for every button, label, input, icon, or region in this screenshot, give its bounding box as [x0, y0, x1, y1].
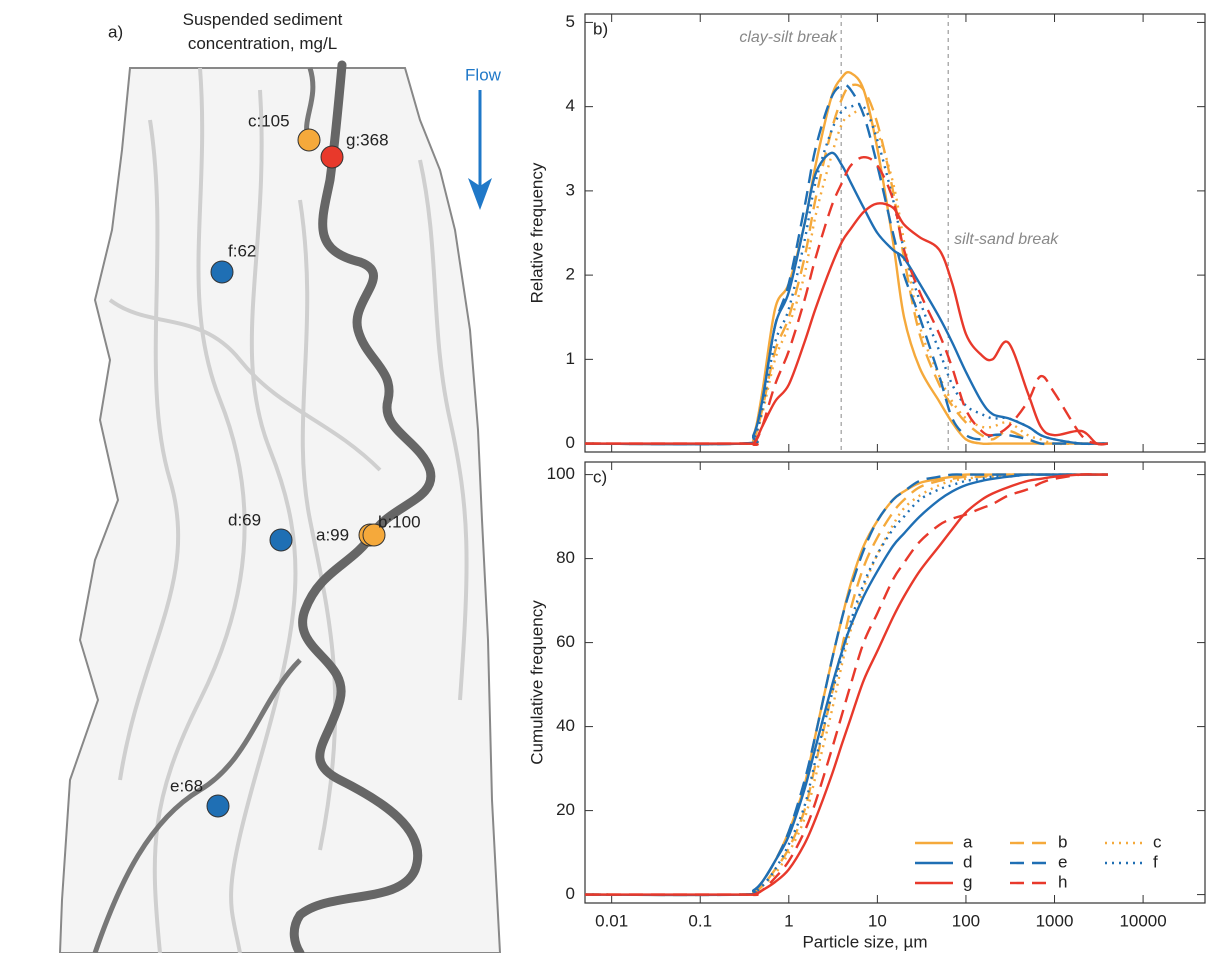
y-tick-label: 0: [566, 884, 575, 903]
y-axis-label: Cumulative frequency: [527, 600, 546, 765]
site-label: f:62: [228, 241, 256, 260]
series-line: [585, 474, 1108, 894]
annotation-text: clay-silt break: [739, 29, 838, 46]
site-marker: [207, 795, 229, 817]
site-label: g:368: [346, 130, 389, 149]
legend-label: f: [1153, 852, 1158, 871]
site-marker: [211, 261, 233, 283]
site-label: e:68: [170, 776, 203, 795]
x-axis-label: Particle size, µm: [802, 932, 927, 951]
chart-1: c) 0 20 40 60 80 100 0.01 0.1 1 10 100 1000 10000 Part…: [527, 462, 1205, 951]
figure: a) Flow c:105 g:368 f:62 d:69 a:99 b:100…: [0, 0, 1220, 953]
y-tick-label: 2: [566, 265, 575, 284]
panel-label: b): [593, 19, 608, 38]
plot-frame: [585, 462, 1205, 903]
site-label: a:99: [316, 525, 349, 544]
series-line: [585, 474, 1108, 894]
legend-label: e: [1058, 852, 1067, 871]
y-tick-label: 0: [566, 433, 575, 452]
legend-label: g: [963, 872, 972, 891]
x-tick-label: 100: [952, 911, 980, 930]
legend-label: a: [963, 832, 973, 851]
panel-label: a): [108, 22, 123, 41]
y-tick-label: 4: [566, 96, 575, 115]
series-line: [585, 474, 1108, 894]
y-tick-label: 3: [566, 180, 575, 199]
legend-label: b: [1058, 832, 1067, 851]
legend-label: d: [963, 852, 972, 871]
y-axis-label: Relative frequency: [527, 162, 546, 303]
site-label: d:69: [228, 510, 261, 529]
site-label: b:100: [378, 512, 421, 531]
series-line: [585, 474, 1108, 894]
series-line: [585, 474, 1108, 894]
map: a) Flow c:105 g:368 f:62 d:69 a:99 b:100…: [60, 22, 502, 953]
plot-lines: [585, 72, 1108, 445]
site-marker: [321, 146, 343, 168]
series-line: [585, 474, 1108, 895]
x-tick-label: 1: [784, 911, 793, 930]
x-tick-label: 0.01: [595, 911, 628, 930]
floodplain: [60, 68, 500, 953]
y-tick-label: 60: [556, 632, 575, 651]
x-tick-label: 10000: [1119, 911, 1166, 930]
series-line: [585, 85, 1108, 444]
x-tick-label: 10: [868, 911, 887, 930]
y-tick-label: 20: [556, 800, 575, 819]
series-line: [585, 474, 1108, 894]
legend-label: c: [1153, 832, 1162, 851]
series-line: [585, 474, 1108, 894]
x-tick-label: 0.1: [688, 911, 712, 930]
site-marker: [270, 529, 292, 551]
legend-label: h: [1058, 872, 1067, 891]
series-line: [585, 104, 1108, 444]
y-tick-label: 1: [566, 349, 575, 368]
y-tick-label: 40: [556, 716, 575, 735]
annotation-text: silt-sand break: [954, 231, 1059, 248]
series-line: [585, 157, 1108, 445]
chart-0: b) 0 1 2 3 4 5 Relative frequency clay-silt brea…: [527, 12, 1205, 452]
y-tick-label: 80: [556, 548, 575, 567]
map-title: Suspended sediment concentration, mg/L: [160, 8, 365, 56]
plot-lines: [585, 474, 1108, 895]
site-label: c:105: [248, 111, 290, 130]
series-line: [585, 72, 1108, 444]
plot-frame: [585, 14, 1205, 452]
series-line: [585, 85, 1108, 444]
page: a) Flow c:105 g:368 f:62 d:69 a:99 b:100…: [0, 0, 1220, 953]
panel-label: c): [593, 467, 607, 486]
site-marker: [298, 129, 320, 151]
x-tick-label: 1000: [1036, 911, 1074, 930]
y-tick-label: 100: [547, 464, 575, 483]
flow-label: Flow: [465, 65, 502, 84]
y-tick-label: 5: [566, 12, 575, 31]
